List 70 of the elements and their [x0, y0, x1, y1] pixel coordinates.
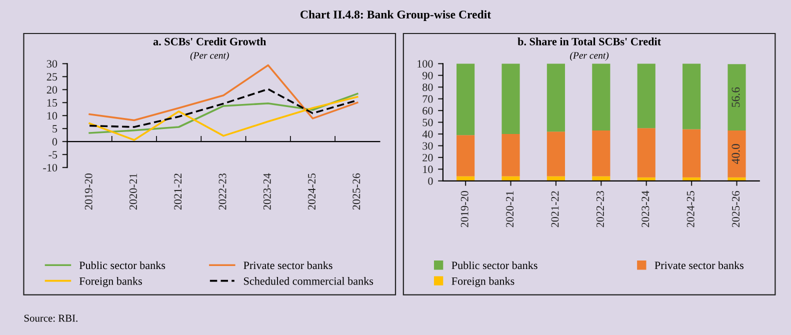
y-tick-label: 30	[422, 142, 433, 150]
bar	[682, 129, 701, 178]
legend-label: Public sector banks	[79, 261, 166, 270]
bar	[637, 64, 656, 128]
y-tick-label: 70	[422, 95, 433, 103]
bar	[502, 176, 520, 181]
bar	[728, 64, 746, 130]
text: Chart II.4.8: Bank Group-wise Credit	[300, 10, 491, 21]
y-tick-label: 10	[423, 166, 433, 174]
data-label: 56.6	[732, 87, 740, 107]
chart-title: b. Share in Total SCBs' Credit	[518, 38, 661, 46]
x-tick-label: 2020-21	[129, 174, 137, 210]
bar	[546, 176, 565, 181]
x-tick-label: 2021-22	[174, 174, 182, 210]
bar	[502, 64, 520, 134]
bar	[728, 130, 746, 178]
bar	[592, 176, 610, 181]
chart-subtitle: (Per cent)	[190, 52, 229, 61]
bar	[592, 64, 610, 130]
x-tick-label: 2022-23	[218, 173, 226, 210]
legend-label: Foreign banks	[79, 277, 142, 288]
bar	[456, 64, 475, 136]
legend-label: Public sector banks	[452, 261, 538, 270]
y-tick-label: 5	[52, 125, 58, 133]
bar	[637, 128, 656, 178]
x-tick-label: 2023-24	[642, 190, 650, 228]
bar	[682, 64, 701, 130]
x-tick-label: 2025-26	[732, 190, 740, 228]
chart-subtitle: (Per cent)	[570, 52, 609, 61]
y-tick-label: -10	[43, 164, 58, 172]
bar	[456, 176, 475, 181]
x-tick-label: 2023-24	[263, 173, 271, 210]
y-tick-label: 60	[422, 107, 433, 115]
x-tick-label: 2019-20	[84, 173, 92, 210]
bar	[546, 132, 565, 176]
x-tick-label: 2021-22	[551, 191, 559, 228]
x-tick-label: 2024-25	[308, 173, 316, 210]
line-series	[88, 92, 358, 134]
y-tick-label: 100	[418, 60, 433, 68]
legend-label: Private sector banks	[654, 261, 744, 270]
y-tick-label: 20	[422, 154, 433, 162]
y-tick-label: 20	[46, 86, 58, 94]
y-tick-label: -5	[48, 151, 58, 158]
y-tick-label: 50	[422, 118, 433, 126]
source-note: Source: RBI.	[24, 314, 78, 322]
x-tick-label: 2020-21	[506, 191, 514, 228]
y-tick-label: 0	[52, 138, 58, 146]
y-tick-label: 15	[47, 99, 58, 107]
y-tick-label: 10	[47, 112, 58, 120]
bar	[502, 134, 520, 176]
y-tick-label: 0	[428, 177, 433, 185]
x-tick-label: 2025-26	[352, 173, 360, 210]
y-tick-label: 40	[422, 130, 433, 138]
data-label: 40.0	[732, 144, 740, 164]
x-tick-label: 2019-20	[460, 191, 468, 228]
chart-title: a. SCBs' Credit Growth	[153, 38, 266, 46]
y-tick-label: 25	[46, 73, 58, 81]
y-tick-label: 30	[46, 60, 58, 68]
x-tick-label: 2024-25	[686, 191, 694, 228]
line-series	[88, 64, 358, 122]
bar	[546, 64, 565, 132]
legend-label: Private sector banks	[244, 261, 332, 270]
x-tick-label: 2022-23	[596, 191, 604, 228]
bar	[456, 135, 475, 176]
line-series	[88, 96, 358, 141]
y-tick-label: 80	[422, 84, 433, 92]
bar	[592, 130, 610, 176]
legend-label: Foreign banks	[452, 277, 514, 288]
legend-label: Scheduled commercial banks	[244, 277, 374, 285]
y-tick-label: 90	[422, 72, 433, 80]
